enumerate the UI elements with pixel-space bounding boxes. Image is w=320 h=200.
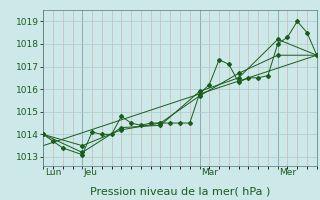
Text: Mar: Mar [201, 168, 218, 177]
Text: Lun: Lun [45, 168, 61, 177]
Text: Pression niveau de la mer( hPa ): Pression niveau de la mer( hPa ) [90, 186, 270, 196]
Text: Jeu: Jeu [84, 168, 98, 177]
Text: Mer: Mer [279, 168, 296, 177]
